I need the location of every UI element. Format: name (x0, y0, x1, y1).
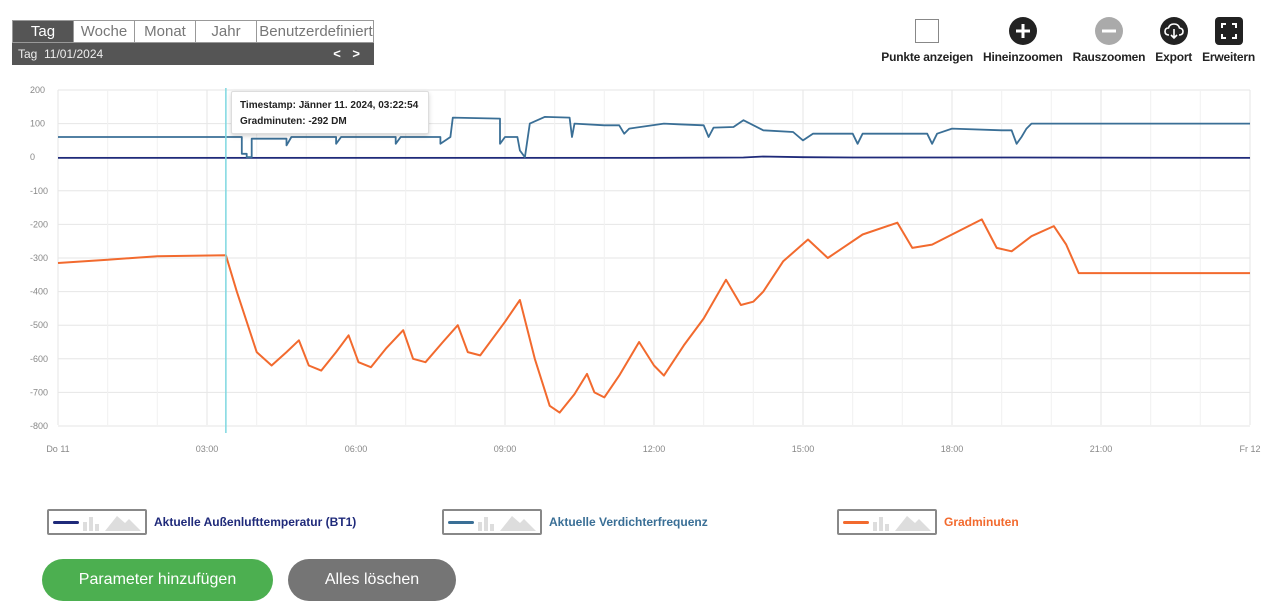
plus-icon (1008, 17, 1037, 45)
tab-month[interactable]: Monat (135, 21, 196, 42)
legend-toggle-outdoor-temp[interactable] (47, 509, 147, 535)
zoom-out-button[interactable]: Rauszoomen (1068, 17, 1151, 64)
x-tick-label: 21:00 (1090, 444, 1113, 454)
chart-tooltip: Timestamp: Jänner 11. 2024, 03:22:54 Gra… (231, 91, 429, 134)
series-line-1 (58, 116, 1250, 159)
legend-label-degree-minutes: Gradminuten (944, 515, 1019, 529)
x-tick-label: Do 11 (46, 444, 69, 454)
legend-item-compressor: Aktuelle Verdichterfrequenz (442, 509, 708, 535)
prev-day-button[interactable]: < (333, 46, 345, 61)
series-line-2 (57, 218, 1250, 414)
tab-week[interactable]: Woche (74, 21, 135, 42)
legend-label-outdoor-temp: Aktuelle Außenlufttemperatur (BT1) (154, 515, 357, 529)
y-tick-label: -100 (30, 186, 48, 196)
legend-toggle-degree-minutes[interactable] (837, 509, 937, 535)
tab-custom[interactable]: Benutzerdefiniert (259, 23, 373, 40)
checkbox-icon[interactable] (915, 19, 940, 43)
chart-grid (57, 89, 1251, 427)
y-tick-label: -600 (30, 354, 48, 364)
legend-line-icon (448, 520, 474, 524)
y-tick-label: -700 (30, 387, 48, 397)
y-tick-label: 100 (30, 119, 45, 129)
date-navigation: < > (333, 46, 364, 61)
zoom-out-label: Rauszoomen (1072, 50, 1146, 64)
date-label: Tag 11/01/2024 (18, 47, 104, 61)
add-parameter-button[interactable]: Parameter hinzufügen (42, 559, 273, 601)
tooltip-value: Gradminuten: -292 DM (240, 116, 347, 127)
chart-series (57, 116, 1251, 414)
chart-toolbar: Punkte anzeigen Hineinzoomen Rauszoomen … (876, 17, 1260, 64)
x-tick-label: 12:00 (643, 444, 666, 454)
x-tick-label: 06:00 (345, 444, 368, 454)
expand-label: Erweitern (1202, 50, 1255, 64)
tooltip-timestamp: Timestamp: Jänner 11. 2024, 03:22:54 (240, 100, 419, 111)
fullscreen-icon (1214, 17, 1243, 45)
legend-line-icon (843, 520, 869, 524)
x-axis-ticks: Do 11 03:00 06:00 09:00 12:00 15:00 18:00 21:00… (46, 444, 1260, 454)
x-tick-label: 15:00 (792, 444, 815, 454)
y-tick-label: -300 (30, 253, 48, 263)
x-tick-label: 09:00 (494, 444, 517, 454)
y-tick-label: 200 (30, 85, 45, 95)
y-tick-label: -800 (30, 421, 48, 431)
y-tick-label: -500 (30, 320, 48, 330)
chart-type-icon (873, 516, 931, 531)
export-button[interactable]: Export (1150, 17, 1197, 64)
legend-item-outdoor-temp: Aktuelle Außenlufttemperatur (BT1) (47, 509, 356, 535)
line-chart[interactable]: 2001000-100-200-300-400-500-600-700-800 … (0, 80, 1280, 460)
x-tick-label: 03:00 (196, 444, 219, 454)
show-points-label: Punkte anzeigen (881, 50, 973, 64)
show-points-toggle[interactable]: Punkte anzeigen (876, 17, 978, 64)
chart-type-icon (478, 516, 536, 531)
range-tabs: Tag Woche Monat Jahr Benutzerdefiniert (12, 20, 374, 43)
chart-type-icon (83, 516, 141, 531)
minus-icon (1094, 17, 1123, 45)
expand-button[interactable]: Erweitern (1197, 17, 1260, 64)
clear-all-button[interactable]: Alles löschen (288, 559, 456, 601)
zoom-in-button[interactable]: Hineinzoomen (978, 17, 1068, 64)
date-bar: Tag 11/01/2024 < > (12, 43, 374, 65)
cloud-download-icon (1159, 17, 1188, 45)
tab-year[interactable]: Jahr (196, 21, 257, 42)
next-day-button[interactable]: > (352, 46, 364, 61)
y-tick-label: 0 (30, 152, 35, 162)
x-tick-label: 18:00 (941, 444, 964, 454)
legend-label-compressor: Aktuelle Verdichterfrequenz (549, 515, 708, 529)
legend-item-degree-minutes: Gradminuten (837, 509, 1019, 535)
y-tick-label: -400 (30, 287, 48, 297)
y-tick-label: -200 (30, 219, 48, 229)
tab-day[interactable]: Tag (13, 21, 74, 42)
export-label: Export (1155, 50, 1193, 64)
legend-toggle-compressor[interactable] (442, 509, 542, 535)
date-range-selector: Tag Woche Monat Jahr Benutzerdefiniert T… (12, 20, 374, 65)
y-axis-ticks: 200 100 0 -100 -200 -300 -400 -500 -600 -700 -800 (30, 85, 48, 431)
series-line-0 (58, 155, 1251, 159)
zoom-in-label: Hineinzoomen (983, 50, 1063, 64)
legend-line-icon (53, 520, 79, 524)
x-tick-label: Fr 12 (1239, 444, 1260, 454)
